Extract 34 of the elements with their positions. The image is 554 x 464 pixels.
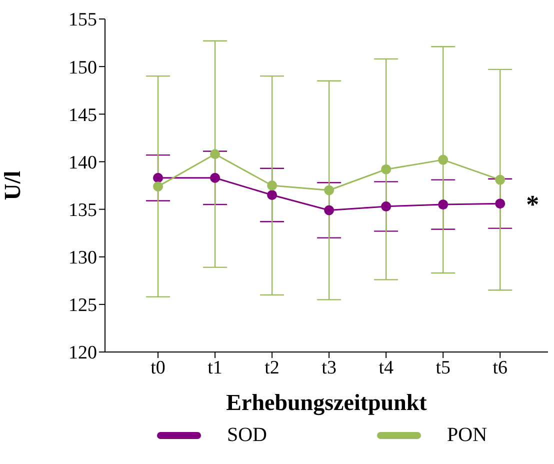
y-tick-label: 155 [68,10,97,31]
y-tick-label: 125 [68,295,97,316]
point [438,154,448,165]
point [267,190,278,200]
legend-label: PON [447,424,488,447]
x-tick-label: t6 [492,357,508,378]
point [495,174,506,185]
point [153,181,164,192]
y-axis-title: U/l [0,170,26,200]
annotation: * [526,190,540,219]
x-tick-label: t0 [150,357,166,378]
point [381,164,392,174]
point [324,185,334,196]
x-tick-label: t4 [378,357,394,378]
x-tick-label: t3 [322,357,336,378]
x-tick-label: t1 [208,357,222,378]
x-tick-label: t5 [436,357,450,378]
point [381,201,392,212]
x-tick-label: t2 [264,357,280,378]
point [153,172,164,183]
legend-label: SOD [226,424,267,447]
point [267,180,278,190]
y-tick-label: 150 [68,57,97,78]
y-tick-label: 130 [68,248,97,269]
point [438,200,448,210]
x-axis-title: Erhebungszeitpunkt [226,390,428,416]
y-tick-label: 140 [68,152,97,174]
point [495,198,506,209]
y-tick-label: 120 [68,342,97,364]
y-tick-label: 135 [68,200,97,222]
point [210,149,220,160]
y-tick-label: 145 [68,104,97,126]
point [210,172,220,183]
point [324,205,334,216]
